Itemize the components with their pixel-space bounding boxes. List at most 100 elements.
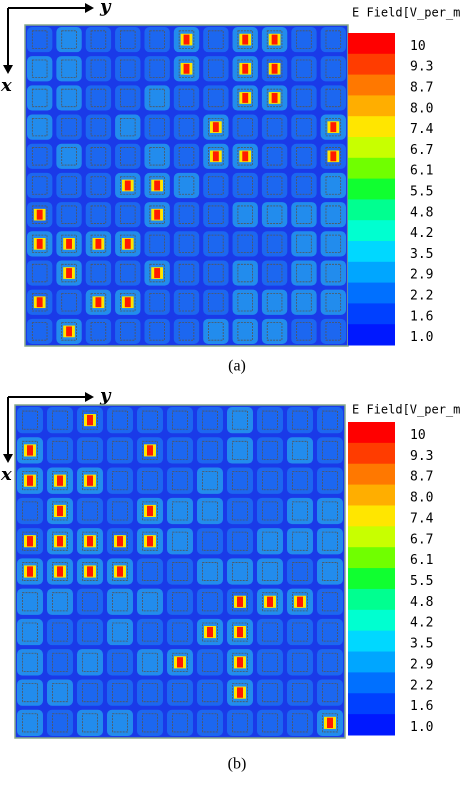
- cell-outline: [52, 501, 68, 521]
- field-blob: [107, 407, 133, 434]
- cell-outline: [82, 592, 98, 612]
- field-blob: [320, 56, 346, 82]
- field-blob: [17, 679, 43, 706]
- field-blob: [115, 85, 141, 111]
- legend-swatch: [348, 588, 395, 611]
- cell-outline: [172, 410, 188, 430]
- field-blob: [227, 497, 253, 525]
- cell-outline: [202, 562, 218, 581]
- field-blob: [287, 679, 313, 706]
- cell-outline: [31, 263, 48, 283]
- field-blob: [107, 588, 133, 615]
- cell-outline: [149, 263, 165, 283]
- legend-swatch: [348, 95, 395, 117]
- cell-outline: [112, 471, 128, 491]
- cell-outline: [237, 205, 253, 224]
- field-blob: [320, 27, 346, 53]
- legend-label: 3.5: [410, 637, 433, 652]
- field-blob: [227, 467, 253, 494]
- hot-spot: [36, 238, 43, 249]
- field-blob: [47, 679, 73, 706]
- cell-outline: [202, 531, 218, 551]
- legend-label: 5.5: [410, 574, 433, 589]
- axis-label: x: [0, 75, 12, 96]
- field-blob: [173, 114, 200, 140]
- field-blob: [47, 588, 73, 615]
- field-blob: [203, 318, 229, 344]
- cell-outline: [208, 205, 224, 224]
- field-blob: [56, 143, 82, 169]
- cell-outline: [31, 234, 48, 254]
- cell-outline: [142, 652, 158, 672]
- cell-outline: [52, 622, 68, 642]
- legend-label: 2.2: [410, 678, 433, 693]
- field-blob: [197, 558, 223, 585]
- cell-outline: [82, 501, 98, 521]
- cell-outline: [232, 471, 248, 491]
- legend-label: 1.6: [410, 309, 433, 324]
- field-blob: [232, 289, 258, 315]
- cell-outline: [262, 652, 278, 672]
- hot-spot: [87, 566, 93, 577]
- hot-spot: [237, 596, 243, 607]
- field-blob: [17, 407, 43, 434]
- field-blob: [27, 318, 53, 344]
- cell-outline: [262, 622, 278, 642]
- field-blob: [144, 85, 170, 111]
- field-blob: [173, 289, 200, 315]
- field-blob: [227, 558, 253, 585]
- field-blob: [291, 27, 317, 53]
- legend-label: 8.0: [410, 491, 433, 506]
- hot-spot: [124, 297, 131, 308]
- legend-label: 8.0: [410, 101, 433, 116]
- cell-outline: [296, 117, 312, 137]
- cell-outline: [178, 30, 195, 49]
- legend-label: 6.7: [410, 143, 433, 158]
- cell-outline: [52, 531, 68, 551]
- field-blob: [167, 407, 193, 434]
- field-blob: [317, 558, 343, 585]
- cell-outline: [172, 440, 188, 460]
- field-blob: [144, 27, 170, 53]
- hot-spot: [27, 566, 33, 577]
- cell-outline: [292, 713, 308, 733]
- field-blob: [144, 143, 170, 169]
- field-blob: [320, 260, 346, 286]
- cell-outline: [52, 683, 68, 703]
- cell-outline: [325, 234, 342, 254]
- cell-outline: [322, 440, 338, 460]
- field-blob: [291, 260, 317, 286]
- cell-outline: [178, 59, 195, 78]
- cell-outline: [82, 622, 98, 642]
- field-blob: [167, 558, 193, 585]
- cell-outline: [61, 322, 77, 341]
- field-blob: [107, 709, 133, 736]
- field-blob: [261, 202, 288, 228]
- cell-outline: [142, 410, 158, 430]
- axis-label: y: [99, 0, 112, 17]
- field-blob: [17, 588, 43, 615]
- cell-outline: [172, 471, 188, 491]
- cell-outline: [112, 440, 128, 460]
- cell-outline: [262, 683, 278, 703]
- field-blob: [56, 27, 82, 53]
- field-blob: [257, 467, 283, 494]
- hot-spot: [330, 151, 337, 162]
- field-blob: [291, 202, 317, 228]
- field-blob: [167, 679, 193, 706]
- cell-outline: [31, 88, 48, 108]
- field-blob: [17, 618, 43, 646]
- field-blob: [232, 231, 258, 257]
- axis-label: y: [99, 385, 112, 406]
- hot-spot: [87, 536, 93, 547]
- field-blob: [291, 172, 317, 199]
- legend-label: 4.8: [410, 205, 433, 220]
- field-blob: [291, 231, 317, 257]
- cell-outline: [262, 471, 278, 491]
- field-blob: [257, 618, 283, 646]
- hot-spot: [271, 63, 278, 74]
- field-blob: [47, 709, 73, 736]
- legend-swatch: [348, 442, 395, 465]
- cell-outline: [61, 263, 77, 283]
- field-blob: [203, 231, 229, 257]
